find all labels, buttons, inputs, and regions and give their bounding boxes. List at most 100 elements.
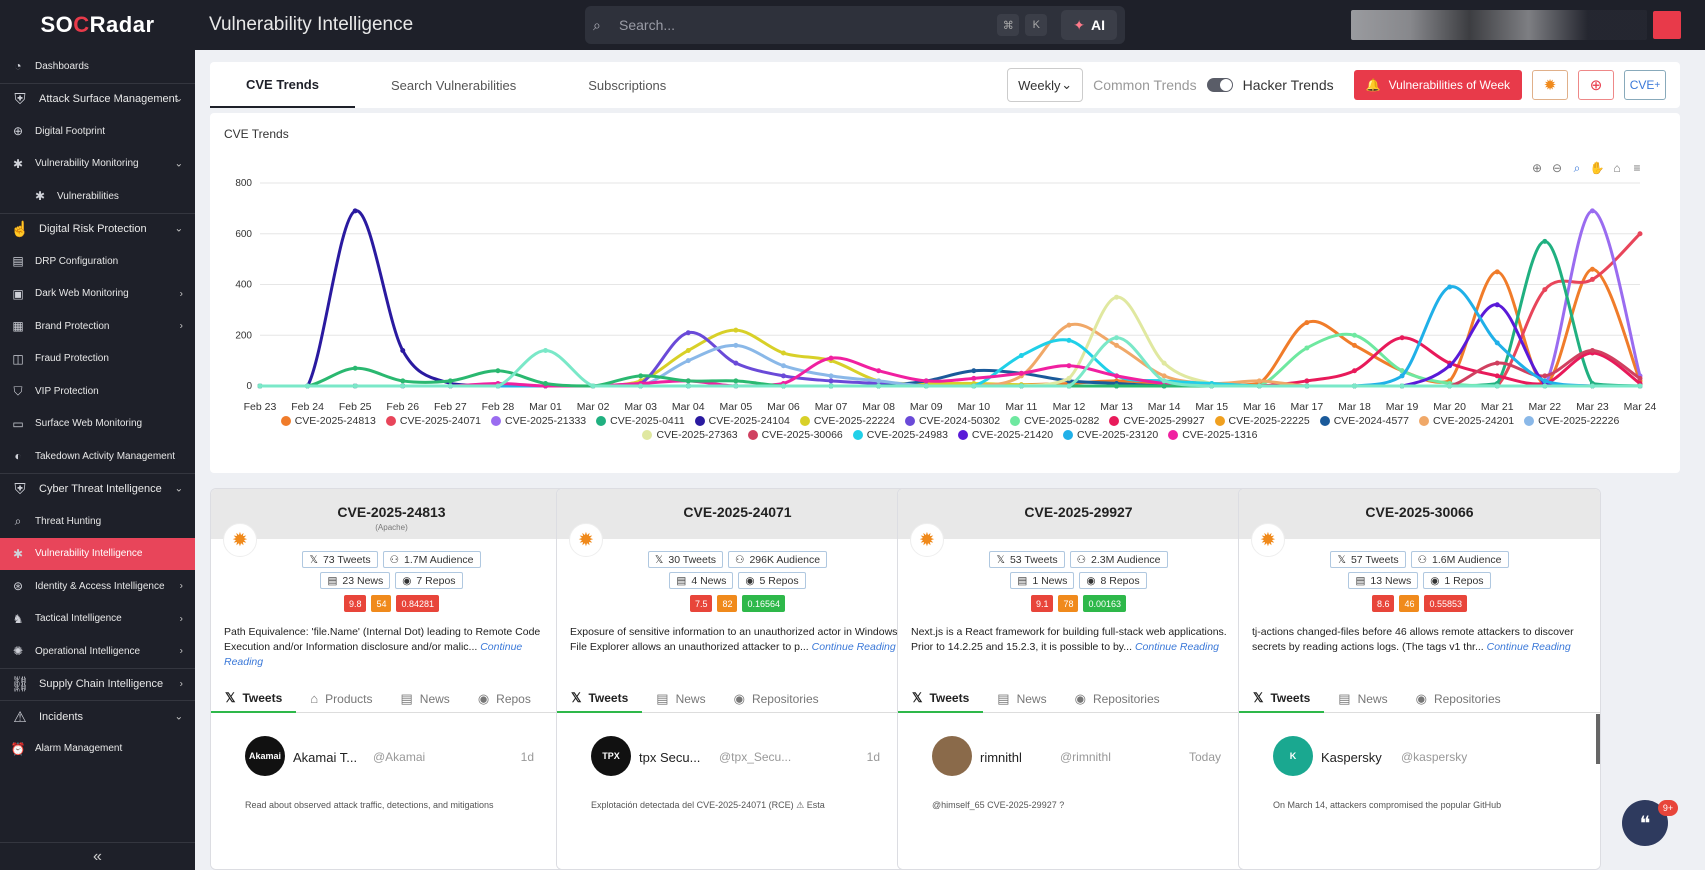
sidebar-item-dashboards[interactable]: ◔ Dashboards: [0, 50, 195, 83]
legend-item[interactable]: CVE-2025-24813: [280, 415, 376, 427]
zoom-select-icon[interactable]: ⌕: [1573, 161, 1581, 175]
card-tab-news[interactable]: ▤ News: [997, 690, 1047, 706]
tab-subscriptions[interactable]: Subscriptions: [588, 77, 667, 93]
tab-search-vulnerabilities[interactable]: Search Vulnerabilities: [390, 77, 517, 93]
card-tab-repositories[interactable]: ◉ Repositories: [1074, 690, 1160, 706]
ai-button[interactable]: ✦ AI: [1061, 10, 1117, 40]
audience-count[interactable]: ⚇ 1.7M Audience: [382, 551, 481, 568]
bug-filter-button[interactable]: ✹: [1532, 70, 1568, 100]
search-bar[interactable]: ⌕ Search... ⌘ K ✦ AI: [585, 6, 1125, 44]
sidebar-item-incidents[interactable]: ⚠ Incidents ⌄: [0, 700, 195, 733]
legend-item[interactable]: CVE-2025-24071: [385, 415, 481, 427]
sidebar-item-vuln-monitoring[interactable]: ✱ Vulnerability Monitoring ⌄: [0, 148, 195, 181]
tweet-item[interactable]: rimnithl @rimnithl Today @himself_65 CVE…: [898, 714, 1259, 821]
cve-card[interactable]: CVE-2025-24071 ✹ 𝕏 30 Tweets ⚇ 296K Audien…: [556, 488, 919, 870]
card-tab-tweets[interactable]: 𝕏 Tweets: [898, 685, 984, 713]
audience-count[interactable]: ⚇ 1.6M Audience: [1410, 551, 1509, 568]
sidebar-item-surface-web[interactable]: ▭ Surface Web Monitoring: [0, 408, 195, 441]
repos-count[interactable]: ◉ 1 Repos: [1423, 572, 1491, 589]
news-count[interactable]: ▤ 1 News: [1010, 572, 1075, 589]
tweets-count[interactable]: 𝕏 73 Tweets: [302, 551, 378, 568]
continue-reading-link[interactable]: Continue Reading: [1486, 641, 1571, 653]
card-tab-tweets[interactable]: 𝕏 Tweets: [557, 685, 643, 713]
sidebar-item-dark-web[interactable]: ▣ Dark Web Monitoring ›: [0, 278, 195, 311]
legend-item[interactable]: CVE-2025-22225: [1214, 415, 1310, 427]
legend-item[interactable]: CVE-2025-21333: [491, 415, 586, 427]
tweet-author[interactable]: Akamai T...: [293, 750, 358, 765]
card-tab-news[interactable]: ▤ News: [656, 690, 706, 706]
search-input[interactable]: Search...: [619, 17, 676, 33]
legend-item[interactable]: CVE-2025-22224: [799, 415, 895, 427]
card-tab-news[interactable]: ▤ News: [400, 690, 450, 706]
menu-icon[interactable]: ≡: [1633, 161, 1641, 175]
sidebar-item-vip[interactable]: ⛉ VIP Protection: [0, 375, 195, 408]
tweet-author[interactable]: tpx Secu...: [639, 750, 701, 765]
avatar[interactable]: [1653, 11, 1681, 39]
tweet-item[interactable]: TPX tpx Secu... @tpx_Secu... 1d Explotac…: [557, 714, 918, 821]
repos-count[interactable]: ◉ 8 Repos: [1079, 572, 1147, 589]
tweets-count[interactable]: 𝕏 57 Tweets: [1330, 551, 1406, 568]
tweet-item[interactable]: Akamai Akamai T... @Akamai 1d Read about…: [211, 714, 572, 821]
legend-item[interactable]: CVE-2025-21420: [957, 429, 1053, 441]
sidebar-item-digital-footprint[interactable]: ⊕ Digital Footprint: [0, 115, 195, 148]
sidebar-item-drp-config[interactable]: ▤ DRP Configuration: [0, 245, 195, 278]
tab-cve-trends[interactable]: CVE Trends: [210, 62, 355, 108]
continue-reading-link[interactable]: Continue Reading: [1134, 641, 1220, 653]
card-tab-news[interactable]: ▤ News: [1338, 690, 1388, 706]
sidebar-item-tactical[interactable]: ♞ Tactical Intelligence ›: [0, 603, 195, 636]
sidebar-item-operational[interactable]: ✺ Operational Intelligence ›: [0, 635, 195, 668]
add-button[interactable]: ⊕: [1578, 70, 1614, 100]
legend-item[interactable]: CVE-2025-24104: [694, 415, 790, 427]
cve-card[interactable]: CVE-2025-29927 ✹ 𝕏 53 Tweets ⚇ 2.3M Audien…: [897, 488, 1260, 870]
hacker-trends-label[interactable]: Hacker Trends: [1242, 77, 1334, 93]
card-tab-tweets[interactable]: 𝕏 Tweets: [1239, 685, 1325, 713]
tweets-count[interactable]: 𝕏 30 Tweets: [647, 551, 724, 568]
audience-count[interactable]: ⚇ 2.3M Audience: [1069, 551, 1168, 568]
sidebar-item-cti[interactable]: ⛨ Cyber Threat Intelligence ⌄: [0, 472, 195, 506]
legend-item[interactable]: CVE-2025-22226: [1524, 415, 1619, 427]
news-count[interactable]: ▤ 23 News: [320, 572, 391, 589]
zoom-out-icon[interactable]: ⊖: [1551, 161, 1563, 175]
legend-item[interactable]: CVE-2025-0411: [596, 415, 685, 427]
vulnerabilities-of-week-button[interactable]: 🔔 Vulnerabilities of Week: [1353, 70, 1522, 100]
sidebar-item-alarm[interactable]: ⏰ Alarm Management: [10, 741, 123, 756]
legend-item[interactable]: CVE-2024-4577: [1319, 415, 1409, 427]
repos-count[interactable]: ◉ 5 Repos: [738, 572, 806, 589]
sidebar-item-vuln-intel[interactable]: ✱ Vulnerability Intelligence: [0, 537, 195, 570]
zoom-in-icon[interactable]: ⊕: [1531, 161, 1543, 175]
sidebar-item-identity[interactable]: ⊛ Identity & Access Intelligence ›: [0, 570, 195, 603]
legend-item[interactable]: CVE-2025-29927: [1109, 415, 1205, 427]
period-select[interactable]: Weekly ⌄: [1007, 68, 1084, 102]
tweet-item[interactable]: K Kaspersky @kaspersky On March 14, atta…: [1239, 714, 1600, 821]
user-profile-area[interactable]: [1351, 5, 1681, 45]
sidebar-item-digital-risk[interactable]: ☝ Digital Risk Protection ⌄: [0, 212, 195, 246]
legend-item[interactable]: CVE-2024-50302: [904, 415, 1000, 427]
sidebar-item-vulnerabilities[interactable]: ✱ Vulnerabilities: [0, 180, 195, 213]
cve-card[interactable]: CVE-2025-24813 (Apache) ✹ 𝕏 73 Tweets ⚇ 1.7…: [210, 488, 573, 870]
sidebar-item-brand[interactable]: ▦ Brand Protection ›: [0, 310, 195, 343]
legend-item[interactable]: CVE-2025-1316: [1168, 429, 1258, 441]
tweet-author[interactable]: rimnithl: [980, 750, 1022, 765]
continue-reading-link[interactable]: Continue Reading: [811, 641, 896, 653]
trends-toggle[interactable]: [1206, 78, 1233, 92]
card-tab-repositories[interactable]: ◉ Repositories: [1415, 690, 1501, 706]
audience-count[interactable]: ⚇ 296K Audience: [728, 551, 828, 568]
card-tab-products[interactable]: ⌂ Products: [310, 691, 373, 706]
news-count[interactable]: ▤ 4 News: [669, 572, 734, 589]
tweet-author[interactable]: Kaspersky: [1321, 750, 1382, 765]
sidebar-item-takedown[interactable]: ◐ Takedown Activity Management: [0, 440, 195, 473]
news-count[interactable]: ▤ 13 News: [1348, 572, 1419, 589]
legend-item[interactable]: CVE-2025-0282: [1010, 415, 1099, 427]
sidebar-item-attack-surface[interactable]: ⛨ Attack Surface Management ⌄: [0, 82, 195, 116]
socradar-logo[interactable]: SO C Radar: [40, 12, 155, 37]
tweets-count[interactable]: 𝕏 53 Tweets: [989, 551, 1065, 568]
card-tab-repositories[interactable]: ◉ Repositories: [733, 690, 819, 706]
scrollbar[interactable]: [1596, 714, 1600, 764]
card-tab-repos[interactable]: ◉ Repos: [477, 690, 531, 706]
sidebar-item-fraud[interactable]: ◫ Fraud Protection: [0, 343, 195, 376]
legend-item[interactable]: CVE-2025-24983: [852, 429, 948, 441]
cve-trends-line-chart[interactable]: 0 200 400 600 800 Feb 23 Feb 24 Feb 25 Feb 26 Feb…: [210, 173, 1680, 413]
pan-icon[interactable]: ✋: [1589, 161, 1605, 175]
card-tab-tweets[interactable]: 𝕏 Tweets: [211, 685, 297, 713]
sidebar-item-supply-chain[interactable]: ⛓ Supply Chain Intelligence ›: [0, 667, 195, 701]
